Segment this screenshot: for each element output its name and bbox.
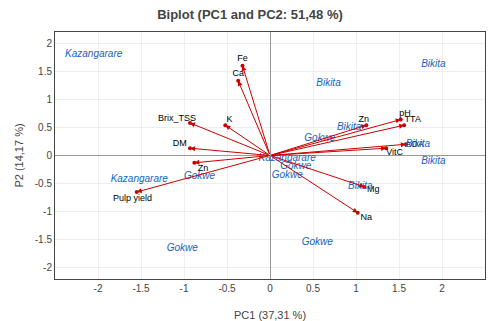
svg-text:TTA: TTA <box>405 114 421 124</box>
svg-text:0.5: 0.5 <box>306 283 320 294</box>
svg-text:DM: DM <box>173 138 187 148</box>
svg-text:1.5: 1.5 <box>38 66 52 77</box>
svg-text:Kazangarare: Kazangarare <box>111 173 169 184</box>
svg-text:Gokwe: Gokwe <box>280 160 312 171</box>
svg-text:AOA: AOA <box>405 139 424 149</box>
svg-text:Kazangarare: Kazangarare <box>259 152 317 163</box>
svg-text:-1: -1 <box>180 283 189 294</box>
svg-text:Zn: Zn <box>358 114 369 124</box>
svg-text:2: 2 <box>439 283 445 294</box>
svg-text:K: K <box>227 114 233 124</box>
svg-text:Na: Na <box>361 212 373 222</box>
svg-text:Ca: Ca <box>232 68 244 78</box>
svg-text:Bikita: Bikita <box>421 155 446 166</box>
svg-text:-0.5: -0.5 <box>218 283 236 294</box>
svg-text:Brix_TSS: Brix_TSS <box>158 113 196 123</box>
svg-text:Gokwe: Gokwe <box>304 132 336 143</box>
svg-text:Bikita: Bikita <box>406 138 431 149</box>
svg-text:0: 0 <box>46 150 52 161</box>
svg-text:pH: pH <box>399 108 411 118</box>
svg-text:-2: -2 <box>94 283 103 294</box>
svg-text:-1: -1 <box>43 206 52 217</box>
svg-text:-0.5: -0.5 <box>35 178 53 189</box>
svg-text:Gokwe: Gokwe <box>272 169 304 180</box>
svg-text:Kazangarare: Kazangarare <box>65 48 123 59</box>
svg-text:Gokwe: Gokwe <box>184 170 216 181</box>
svg-text:1: 1 <box>46 94 52 105</box>
svg-text:Zn: Zn <box>198 163 209 173</box>
svg-text:Bikita: Bikita <box>421 58 446 69</box>
svg-text:Pulp yield: Pulp yield <box>113 193 152 203</box>
svg-text:Bikita: Bikita <box>337 121 362 132</box>
svg-text:Bikita: Bikita <box>316 77 341 88</box>
svg-text:VitC: VitC <box>386 147 403 157</box>
svg-text:0: 0 <box>267 283 273 294</box>
svg-text:-1.5: -1.5 <box>132 283 150 294</box>
svg-text:0.5: 0.5 <box>38 122 52 133</box>
svg-text:P2 (14,17 %): P2 (14,17 %) <box>13 123 25 187</box>
svg-text:Fe: Fe <box>237 53 248 63</box>
svg-text:-2: -2 <box>43 262 52 273</box>
svg-text:Bikita: Bikita <box>348 180 373 191</box>
svg-text:Mg: Mg <box>367 184 380 194</box>
svg-text:PC1 (37,31 %): PC1 (37,31 %) <box>234 309 306 321</box>
svg-text:-1.5: -1.5 <box>35 234 53 245</box>
svg-text:Biplot (PC1 and PC2: 51,48 %): Biplot (PC1 and PC2: 51,48 %) <box>157 7 343 22</box>
svg-text:2: 2 <box>46 38 52 49</box>
svg-text:1: 1 <box>353 283 359 294</box>
svg-text:1.5: 1.5 <box>392 283 406 294</box>
svg-text:Gokwe: Gokwe <box>302 236 334 247</box>
svg-text:Gokwe: Gokwe <box>167 242 199 253</box>
